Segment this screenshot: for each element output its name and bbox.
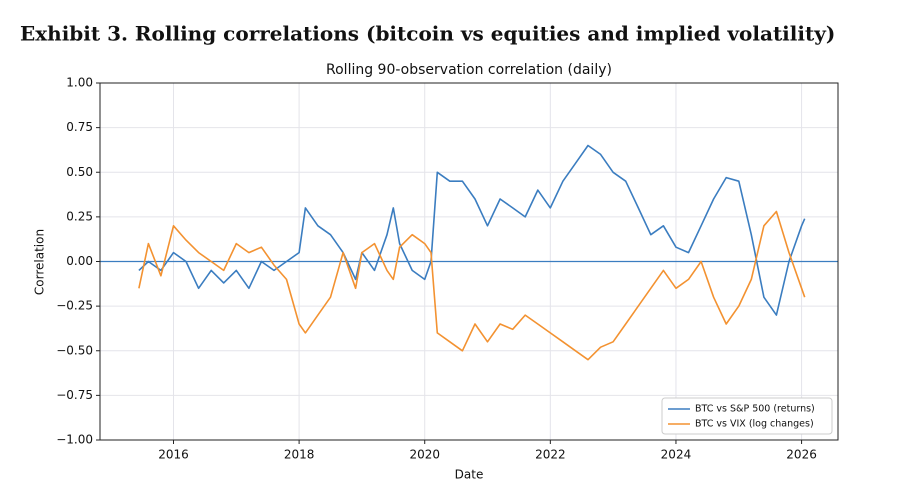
legend-label: BTC vs VIX (log changes) [695,419,814,430]
y-tick-label: −0.75 [56,388,93,402]
series-line [138,210,806,361]
y-tick-label: 0.50 [66,165,93,179]
legend-label: BTC vs S&P 500 (returns) [695,404,815,415]
exhibit-title: Exhibit 3. Rolling correlations (bitcoin… [20,22,835,46]
x-tick-label: 2016 [158,448,189,462]
x-tick-label: 2026 [786,448,817,462]
x-axis-label: Date [455,468,484,482]
x-tick-label: 2018 [284,448,315,462]
y-tick-label: 0.25 [66,209,93,223]
legend-box [661,397,833,435]
y-tick-label: 0.75 [66,120,93,134]
x-tick-label: 2022 [535,448,566,462]
x-tick-label: 2024 [661,448,692,462]
y-axis-label: Correlation [33,229,47,295]
x-tick-label: 2020 [409,448,440,462]
y-tick-label: 1.00 [66,76,93,90]
y-tick-label: −0.25 [56,299,93,313]
y-tick-label: 0.00 [66,254,93,268]
y-tick-label: −1.00 [56,433,93,447]
plot-frame [99,82,839,441]
series-line [138,144,806,316]
y-tick-label: −0.50 [56,343,93,357]
chart-title: Rolling 90-observation correlation (dail… [326,62,612,78]
